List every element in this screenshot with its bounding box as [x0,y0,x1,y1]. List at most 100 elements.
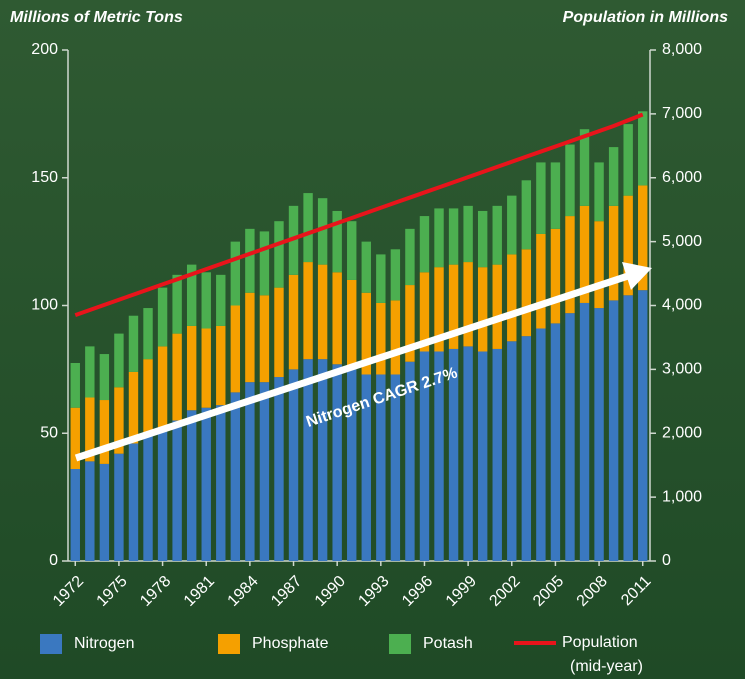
bar-segment [201,407,211,561]
bar-segment [608,147,619,206]
legend-swatch [218,634,240,654]
bar-segment [201,328,211,408]
bar-segment [85,461,95,561]
bar-segment [245,228,255,293]
bar-segment [157,346,168,429]
bar-segment [143,359,153,436]
bar-segment [477,210,488,268]
bar-segment [434,208,444,268]
bar-segment [434,267,444,352]
legend-swatch [40,634,62,654]
legend-label: Potash [423,635,473,652]
bar-segment [288,369,299,561]
bar-segment [245,382,255,561]
bar-segment [85,346,95,398]
bar-segment [507,195,517,255]
annotation-arrow [74,272,630,462]
bar-segment [186,264,197,326]
bar-segment [565,144,575,217]
annotation-arrowhead [622,262,652,290]
bar-segment [274,221,284,288]
legend-label: Phosphate [252,635,329,652]
bar-segment [579,205,590,303]
bar-segment [521,180,532,250]
bar-segment [128,371,139,444]
bar-segment [274,377,284,561]
bar-segment [143,435,153,561]
bar-segment [608,205,619,301]
bar-segment [419,216,430,273]
bar-segment [405,361,415,561]
bar-segment [347,279,357,370]
bar-segment [565,313,575,561]
bar-segment [594,221,604,309]
bar-segment [492,205,502,265]
y2-tick-label: 2,000 [662,424,702,441]
bar-segment [303,359,313,561]
bar-segment [245,292,255,383]
y2-tick-label: 6,000 [662,169,702,186]
bar-segment [608,300,619,561]
bar-segment [70,407,80,470]
bar-segment [230,241,241,306]
bar-segment [521,249,532,337]
bar-segment [70,469,80,561]
bar-segment [477,351,488,561]
bar-segment [550,228,561,324]
bar-segment [405,228,415,286]
bar-segment [303,193,313,263]
bar-segment [579,302,590,561]
bar-segment [638,290,648,561]
y-tick-label: 100 [31,297,58,314]
bar-segment [594,308,604,561]
legend-note: (mid-year) [570,658,643,675]
bar-segment [376,374,386,561]
bar-segment [303,262,313,360]
bar-segment [623,295,633,561]
y2-tick-label: 3,000 [662,361,702,378]
bar-segment [536,328,546,561]
bar-segment [448,348,459,561]
y2-axis-title: Population in Millions [563,9,728,26]
bar-segment [157,428,168,561]
bar-segment [638,185,648,291]
bar-segment [317,264,328,360]
bar-segment [70,362,80,408]
y-axis-title: Millions of Metric Tons [10,9,183,26]
y-tick-label: 150 [31,169,58,186]
y-tick-label: 200 [31,41,58,58]
bar-segment [536,162,546,234]
bar-segment [216,325,226,406]
bar-segment [157,287,168,347]
bar-segment [550,323,561,561]
bar-segment [463,262,473,347]
bar-segment [114,387,124,454]
bar-segment [201,272,211,329]
bar-segment [536,233,546,329]
y-tick-label: 0 [49,552,58,569]
bar-segment [99,463,110,561]
bar-segment [507,254,517,342]
bar-segment [463,205,473,263]
bar-segment [347,221,357,280]
bar-segment [186,325,197,411]
bar-segment [172,333,182,421]
y-tick-label: 50 [40,424,58,441]
bar-segment [521,336,532,561]
bar-segment [186,410,197,561]
bar-segment [419,272,430,352]
bar-segment [99,400,110,464]
bar-segment [623,124,633,196]
bar-segment [172,274,182,334]
bar-segment [332,210,342,273]
y2-tick-label: 1,000 [662,488,702,505]
bar-segment [172,420,182,561]
population-line [74,112,644,317]
bar-segment [448,208,459,265]
bar-segment [376,302,386,375]
y2-tick-label: 8,000 [662,41,702,58]
y2-tick-label: 4,000 [662,297,702,314]
bar-segment [550,162,561,229]
